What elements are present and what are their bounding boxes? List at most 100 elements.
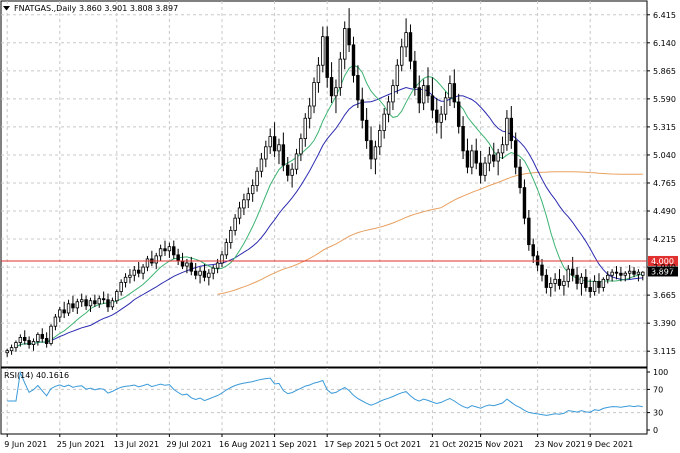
candle-body: [391, 85, 395, 103]
candle: [382, 108, 386, 139]
candle-body: [79, 299, 84, 303]
candle-body: [382, 113, 386, 131]
candle: [62, 301, 66, 319]
candle-body: [128, 274, 132, 278]
candle: [435, 97, 439, 134]
candle: [272, 122, 277, 157]
current-price-badge: [648, 266, 678, 277]
candle-body: [395, 64, 400, 87]
price-tick-label: 3.940: [653, 263, 676, 272]
price-tick-label: 3.665: [653, 291, 676, 300]
candle-body: [106, 299, 110, 308]
candle: [606, 271, 610, 284]
candle-body: [584, 276, 588, 288]
dropdown-triangle-icon[interactable]: [3, 6, 10, 11]
candle: [172, 240, 176, 259]
candle: [544, 269, 549, 294]
candle: [553, 273, 557, 292]
candle: [189, 256, 194, 276]
time-tick-label: 5 Oct 2021: [377, 440, 421, 449]
candle: [106, 293, 110, 312]
candle-body: [136, 269, 141, 274]
symbol-line: FNATGAS.,Daily 3.860 3.901 3.808 3.897: [14, 4, 178, 13]
candle-body: [71, 303, 75, 309]
candle: [347, 8, 351, 52]
candle-body: [461, 125, 465, 152]
candle-body: [483, 162, 487, 176]
price-tick-label: 6.415: [653, 11, 676, 20]
candle: [316, 57, 321, 93]
candle-body: [316, 64, 321, 83]
rsi-pane[interactable]: 100 70 30 0 RSI(14) 40.1616: [0, 367, 668, 435]
candle: [527, 209, 531, 251]
candle: [461, 116, 465, 160]
price-tick-label: 3.115: [653, 347, 676, 356]
candle-body: [592, 280, 597, 292]
candle: [224, 238, 229, 259]
candle: [123, 273, 128, 288]
candle-body: [23, 337, 27, 341]
candle: [233, 214, 237, 236]
candle-body: [343, 28, 347, 60]
candle-body: [531, 244, 535, 257]
candle-body: [641, 271, 645, 276]
candle-body: [44, 338, 49, 344]
candle: [71, 295, 75, 312]
candle-body: [229, 229, 233, 244]
candle: [36, 332, 40, 346]
candle: [549, 277, 553, 297]
candle-body: [478, 162, 483, 176]
candle: [452, 69, 457, 109]
candle-body: [614, 271, 619, 274]
price-tick-label: 3.390: [653, 319, 676, 328]
candle-body: [180, 260, 185, 267]
candle: [391, 79, 395, 111]
candle-body: [448, 83, 452, 99]
candle-body: [356, 75, 360, 101]
candle-body: [220, 254, 224, 264]
candle-body: [18, 337, 23, 343]
candle-body: [145, 258, 150, 268]
candle: [373, 140, 378, 175]
candle: [286, 156, 290, 182]
candle: [79, 293, 84, 307]
candle: [49, 324, 53, 346]
candle: [360, 87, 364, 129]
moving-averages: [15, 64, 643, 348]
candle-body: [163, 248, 167, 252]
candle-body: [123, 276, 128, 283]
candle-body: [373, 146, 378, 160]
candle-body: [281, 144, 286, 166]
candle-body: [198, 270, 202, 276]
candle: [158, 244, 163, 261]
time-tick-label: 29 Jul 2021: [166, 440, 211, 449]
time-tick-label: 9 Jun 2021: [4, 440, 47, 449]
candle-body: [399, 46, 404, 66]
candle-body: [456, 101, 461, 127]
candle-body: [189, 262, 194, 272]
candle: [395, 59, 400, 94]
candle: [408, 24, 413, 70]
candle: [242, 193, 246, 216]
candle-body: [211, 267, 215, 274]
candle: [386, 95, 391, 123]
candle: [426, 67, 430, 103]
candle-body: [9, 347, 14, 352]
candle-body: [562, 280, 566, 286]
candle: [281, 132, 286, 172]
time-tick-label: 13 Jul 2021: [114, 440, 159, 449]
candle-body: [606, 274, 610, 280]
candle: [509, 106, 514, 149]
candle-body: [474, 150, 478, 164]
candle: [31, 338, 36, 351]
candle-body: [237, 207, 242, 219]
candle-body: [176, 254, 180, 262]
candle-body: [378, 130, 382, 148]
candle-body: [364, 119, 369, 142]
candle-body: [224, 242, 229, 256]
candle: [566, 265, 571, 288]
candle: [211, 265, 215, 280]
